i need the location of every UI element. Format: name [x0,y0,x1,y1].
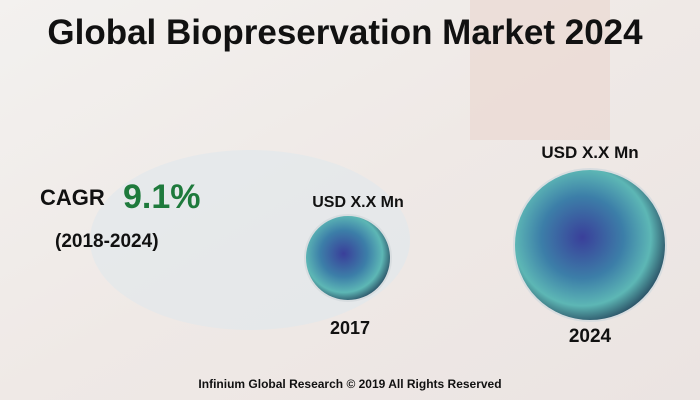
virus-image [304,214,392,302]
cagr-label: CAGR [40,185,105,210]
virus-image [513,168,667,322]
cagr-period: (2018-2024) [55,231,159,252]
market-year: 2017 [330,318,370,338]
cagr-value: 9.1% [123,178,201,216]
market-label: USD X.X Mn [312,194,404,211]
title: Global Biopreservation Market 2024 [47,13,643,52]
market-year: 2024 [569,326,612,347]
market-label: USD X.X Mn [541,143,638,162]
background-shape [470,0,610,140]
footer: Infinium Global Research © 2019 All Righ… [198,377,501,391]
